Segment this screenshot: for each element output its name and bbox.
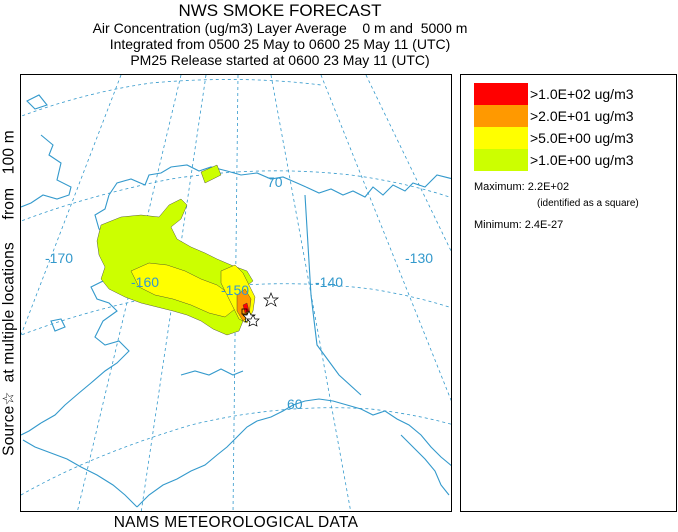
legend-minimum: Minimum: 2.4E-27 <box>474 219 564 231</box>
legend-swatch-1 <box>474 83 528 105</box>
smoke-plume <box>96 164 256 336</box>
coast-north-slope <box>108 164 307 196</box>
plume-main-light <box>96 198 254 336</box>
legend-swatch-4 <box>474 149 528 171</box>
lon-label-150: -150 <box>221 282 249 298</box>
legend-swatch-2 <box>474 105 528 127</box>
legend-panel: >1.0E+02 ug/m3 >2.0E+01 ug/m3 >5.0E+00 u… <box>460 74 677 512</box>
source-side-text: Source☆ at multiple locations from 100 m <box>0 130 18 456</box>
legend-label-4: >1.0E+00 ug/m3 <box>530 152 634 168</box>
legend-maximum: Maximum: 2.2E+02 <box>474 181 570 193</box>
legend-item-4: >1.0E+00 ug/m3 <box>474 149 674 171</box>
legend-label-1: >1.0E+02 ug/m3 <box>530 86 634 102</box>
lon-label-130: -130 <box>405 250 433 266</box>
lat-label-70: 70 <box>267 174 283 190</box>
legend-item-1: >1.0E+02 ug/m3 <box>474 83 674 105</box>
chart-title: NWS SMOKE FORECAST <box>178 1 382 20</box>
coast-peninsula <box>22 439 138 508</box>
source-markers <box>242 292 280 327</box>
latitude-line-60 <box>21 407 451 496</box>
lon-label-170: -170 <box>45 250 73 266</box>
coast-beaufort <box>305 174 451 198</box>
legend-label-2: >2.0E+01 ug/m3 <box>530 108 634 124</box>
title-line-2: Integrated from 0500 25 May to 0600 25 M… <box>109 36 451 52</box>
latitude-line-65 <box>21 283 451 336</box>
meridian-150 <box>232 75 239 511</box>
coast-panhandle <box>400 434 450 496</box>
island-st-lawrence <box>50 318 66 332</box>
border-alaska-canada <box>304 194 362 396</box>
lat-label-60: 60 <box>287 396 303 412</box>
meridian-160 <box>140 75 207 511</box>
latitude-line-70 <box>21 170 451 222</box>
legend-item-3: >5.0E+00 ug/m3 <box>474 127 674 149</box>
legend-item-2: >2.0E+01 ug/m3 <box>474 105 674 127</box>
meridian-130 <box>320 75 451 402</box>
title-line-1: Air Concentration (ug/m3) Layer Average … <box>92 20 468 36</box>
coast-gulf-of-alaska <box>136 398 451 508</box>
map-svg: -170 -160 -150 -140 -130 70 60 <box>21 75 451 511</box>
source-star-1 <box>262 292 280 307</box>
coast-cook-inlet <box>180 368 244 376</box>
latitude-line-75 <box>21 79 322 117</box>
island-wrangel <box>26 94 48 110</box>
source-star-3 <box>246 314 260 327</box>
graticule-labels: -170 -160 -150 -140 -130 70 60 <box>45 174 433 412</box>
meridian-120 <box>365 75 451 252</box>
legend-swatch-3 <box>474 127 528 149</box>
meridian-180 <box>21 75 122 336</box>
map-panel: -170 -160 -150 -140 -130 70 60 <box>20 74 452 512</box>
source-side-label: Source☆ at multiple locations from 100 m <box>0 74 18 512</box>
lon-label-140: -140 <box>315 274 343 290</box>
title-line-3: PM25 Release started at 0600 23 May 11 (… <box>130 52 430 68</box>
coast-chukotka <box>21 134 72 208</box>
meteorological-data-label: NAMS METEOROLOGICAL DATA <box>113 514 359 531</box>
plume-north-patch <box>200 164 222 184</box>
maximum-square-marker <box>241 308 248 315</box>
legend-maximum-note: (identified as a square) <box>537 198 639 209</box>
coast-aleutian-start <box>21 422 42 436</box>
legend-label-3: >5.0E+00 ug/m3 <box>530 130 634 146</box>
title-block: NWS SMOKE FORECAST Air Concentration (ug… <box>0 0 560 68</box>
lon-label-160: -160 <box>131 274 159 290</box>
